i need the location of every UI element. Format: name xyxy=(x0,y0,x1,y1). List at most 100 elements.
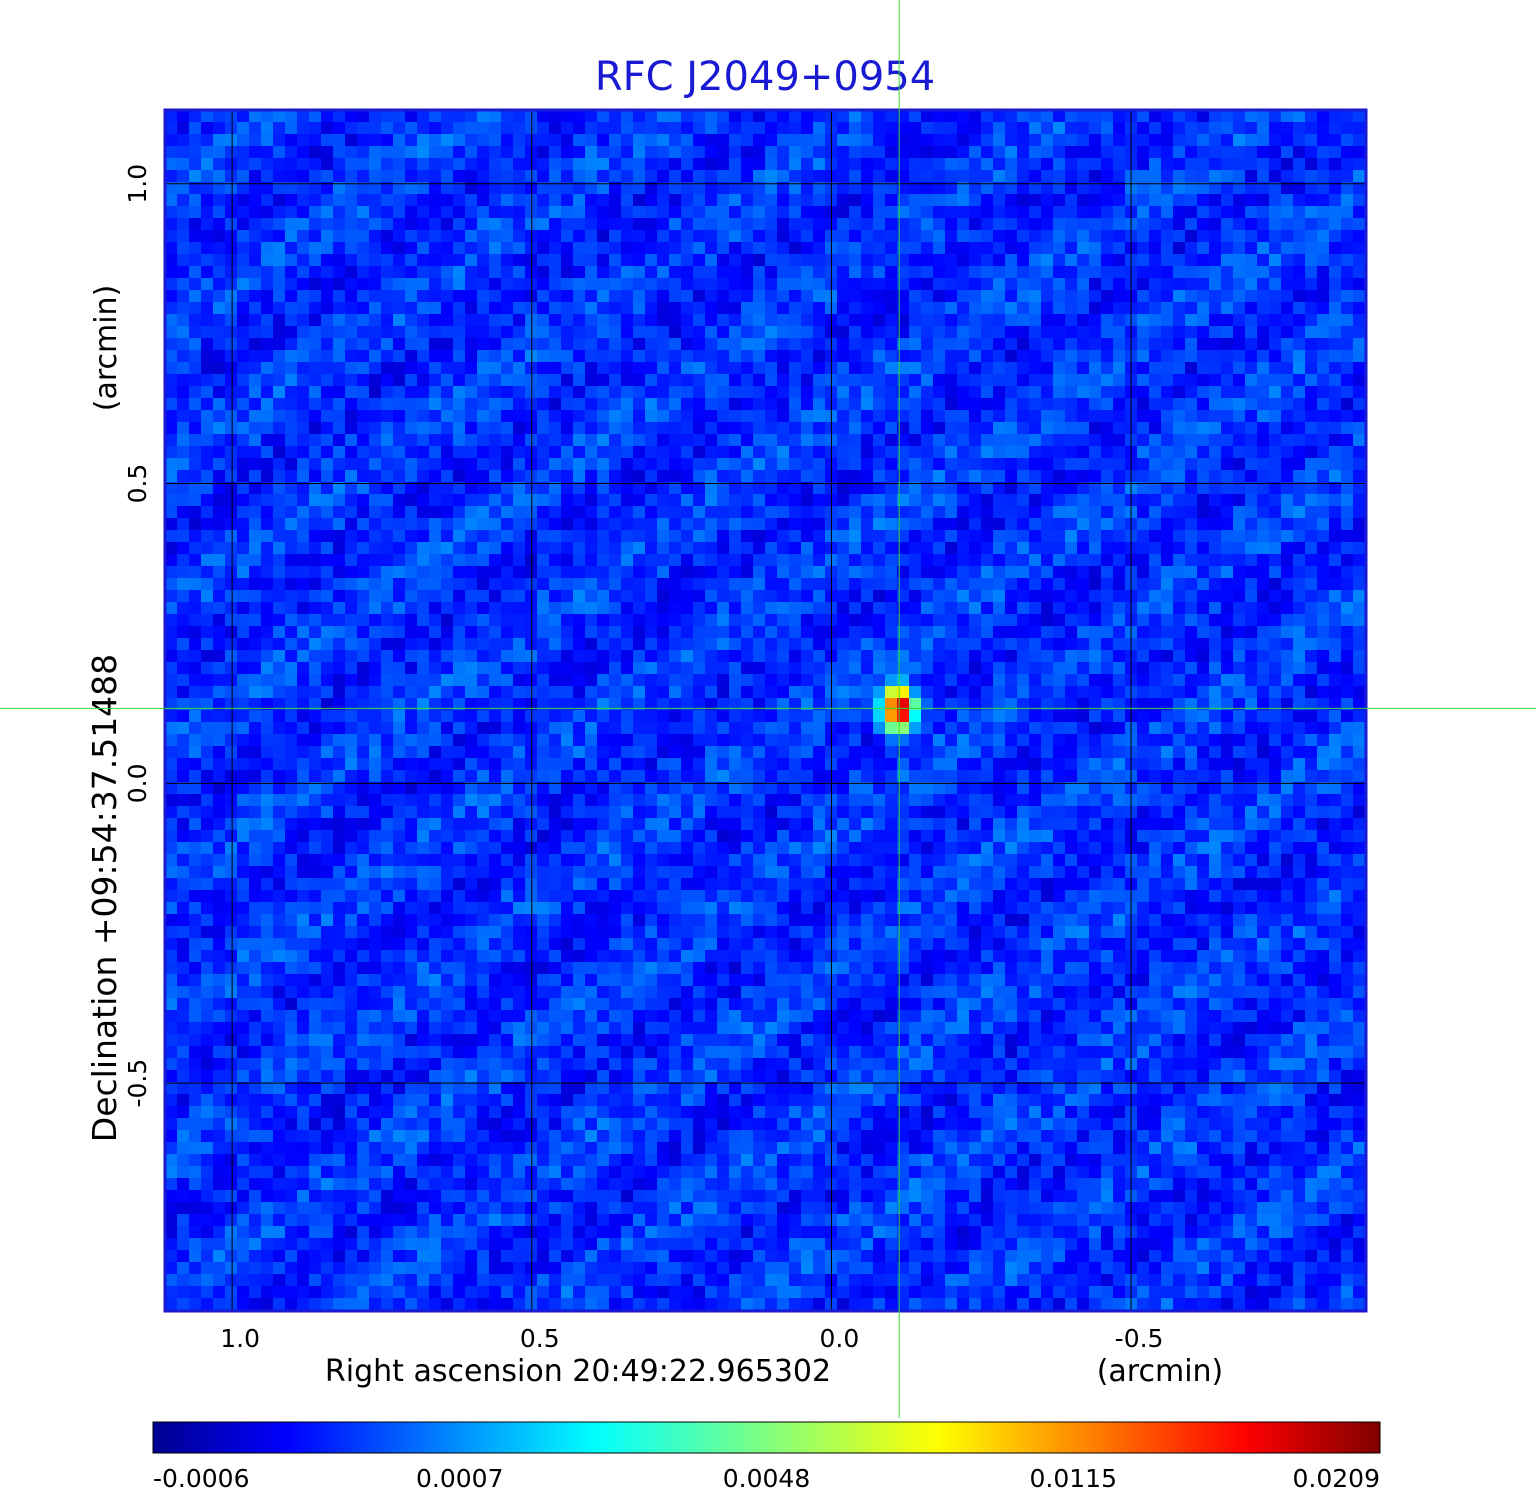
pixel-cell xyxy=(501,410,514,423)
pixel-cell xyxy=(1305,122,1318,135)
pixel-cell xyxy=(765,242,778,255)
pixel-cell xyxy=(273,122,286,135)
pixel-cell xyxy=(921,374,934,387)
pixel-cell xyxy=(561,278,574,291)
pixel-cell xyxy=(357,554,370,567)
pixel-cell xyxy=(537,302,550,315)
pixel-cell xyxy=(957,482,970,495)
pixel-cell xyxy=(1233,170,1246,183)
pixel-cell xyxy=(1293,686,1306,699)
pixel-cell xyxy=(225,314,238,327)
pixel-cell xyxy=(1149,422,1162,435)
pixel-cell xyxy=(849,554,862,567)
pixel-cell xyxy=(1089,590,1102,603)
pixel-cell xyxy=(1005,386,1018,399)
pixel-cell xyxy=(633,218,646,231)
pixel-cell xyxy=(345,650,358,663)
pixel-cell xyxy=(1137,194,1150,207)
pixel-cell xyxy=(201,170,214,183)
pixel-cell xyxy=(981,662,994,675)
pixel-cell xyxy=(1233,686,1246,699)
pixel-cell xyxy=(705,470,718,483)
pixel-cell xyxy=(273,626,286,639)
pixel-cell xyxy=(357,518,370,531)
pixel-cell xyxy=(741,170,754,183)
pixel-cell xyxy=(981,530,994,543)
pixel-cell xyxy=(501,110,514,123)
pixel-cell xyxy=(369,446,382,459)
pixel-cell xyxy=(1053,554,1066,567)
pixel-cell xyxy=(1053,110,1066,123)
pixel-cell xyxy=(1089,326,1102,339)
pixel-cell xyxy=(885,542,898,555)
pixel-cell xyxy=(789,458,802,471)
pixel-cell xyxy=(345,278,358,291)
pixel-cell xyxy=(945,314,958,327)
pixel-cell xyxy=(1185,422,1198,435)
pixel-cell xyxy=(897,506,910,519)
pixel-cell xyxy=(1137,146,1150,159)
pixel-cell xyxy=(345,494,358,507)
pixel-cell xyxy=(441,122,454,135)
pixel-cell xyxy=(537,518,550,531)
pixel-cell xyxy=(873,278,886,291)
pixel-cell xyxy=(597,674,610,687)
pixel-cell xyxy=(597,686,610,699)
pixel-cell xyxy=(525,242,538,255)
pixel-cell xyxy=(765,122,778,135)
pixel-cell xyxy=(1293,470,1306,483)
pixel-cell xyxy=(537,314,550,327)
pixel-cell xyxy=(489,314,502,327)
pixel-cell xyxy=(1077,266,1090,279)
pixel-cell xyxy=(753,458,766,471)
pixel-cell xyxy=(201,362,214,375)
pixel-cell xyxy=(1041,482,1054,495)
pixel-cell xyxy=(897,650,910,663)
pixel-cell xyxy=(237,494,250,507)
pixel-cell xyxy=(429,626,442,639)
pixel-cell xyxy=(1209,158,1222,171)
pixel-cell xyxy=(849,386,862,399)
pixel-cell xyxy=(945,374,958,387)
pixel-cell xyxy=(861,590,874,603)
pixel-cell xyxy=(429,446,442,459)
pixel-cell xyxy=(1041,422,1054,435)
pixel-cell xyxy=(1053,470,1066,483)
pixel-cell xyxy=(741,266,754,279)
pixel-cell xyxy=(1041,518,1054,531)
pixel-cell xyxy=(1137,290,1150,303)
pixel-cell xyxy=(909,578,922,591)
pixel-cell xyxy=(1305,638,1318,651)
pixel-cell xyxy=(213,446,226,459)
pixel-cell xyxy=(693,602,706,615)
pixel-cell xyxy=(441,230,454,243)
pixel-cell xyxy=(981,122,994,135)
pixel-cell xyxy=(1281,494,1294,507)
pixel-cell xyxy=(1077,206,1090,219)
pixel-cell xyxy=(213,650,226,663)
pixel-cell xyxy=(177,422,190,435)
pixel-cell xyxy=(981,614,994,627)
pixel-cell xyxy=(1185,614,1198,627)
pixel-cell xyxy=(333,206,346,219)
pixel-cell xyxy=(1209,530,1222,543)
pixel-cell xyxy=(393,110,406,123)
pixel-cell xyxy=(681,446,694,459)
pixel-cell xyxy=(477,182,490,195)
pixel-cell xyxy=(261,434,274,447)
pixel-cell xyxy=(885,374,898,387)
pixel-cell xyxy=(777,566,790,579)
pixel-cell xyxy=(573,302,586,315)
pixel-cell xyxy=(345,314,358,327)
pixel-cell xyxy=(1269,266,1282,279)
pixel-cell xyxy=(549,242,562,255)
pixel-cell xyxy=(909,110,922,123)
pixel-cell xyxy=(417,362,430,375)
pixel-cell xyxy=(513,158,526,171)
pixel-cell xyxy=(705,638,718,651)
pixel-cell xyxy=(369,362,382,375)
pixel-cell xyxy=(1269,278,1282,291)
pixel-cell xyxy=(309,398,322,411)
pixel-cell xyxy=(597,374,610,387)
pixel-cell xyxy=(1341,542,1354,555)
